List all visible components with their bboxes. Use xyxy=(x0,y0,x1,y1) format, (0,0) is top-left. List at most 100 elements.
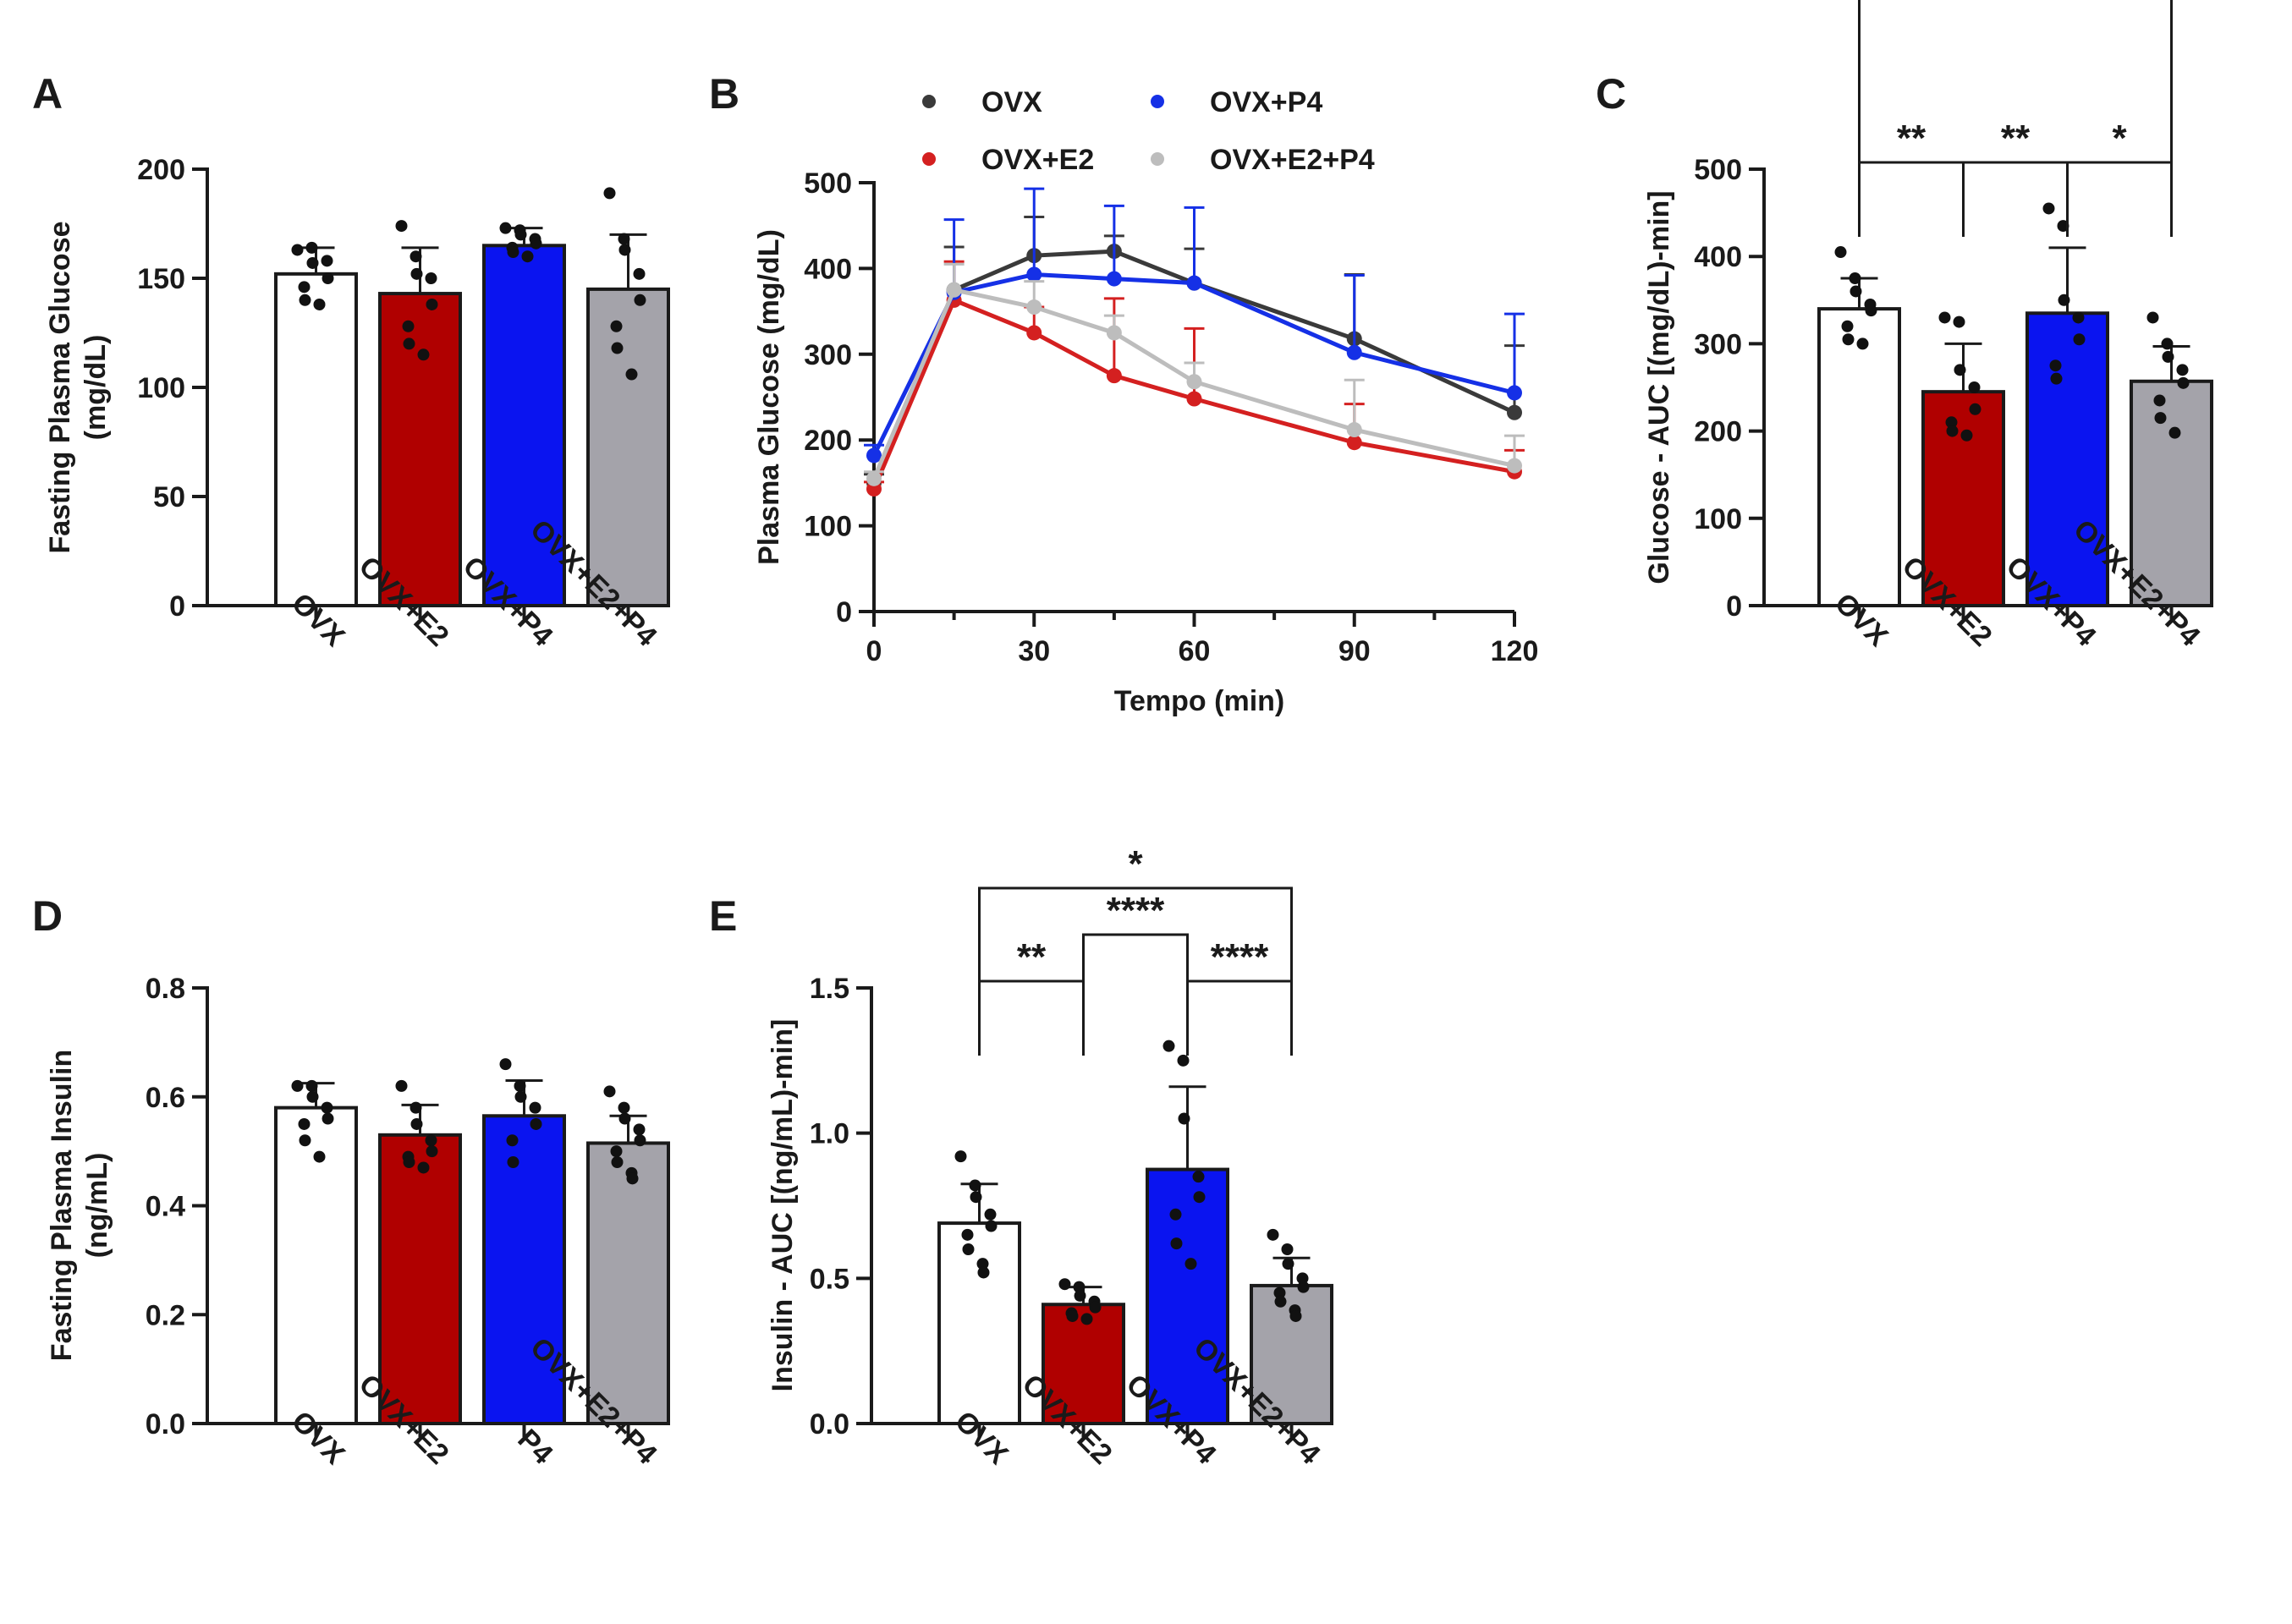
data-point xyxy=(402,320,415,332)
data-point xyxy=(1184,1258,1197,1270)
data-point xyxy=(395,1079,408,1092)
data-point xyxy=(962,1243,975,1255)
data-point xyxy=(1281,1243,1294,1255)
data-point xyxy=(1296,1272,1309,1285)
data-point xyxy=(1954,364,1966,376)
y-tick-label: 0 xyxy=(1726,590,1742,623)
data-point xyxy=(610,320,623,332)
legend-label: OVX xyxy=(981,86,1042,118)
series-point xyxy=(1026,299,1042,315)
data-point xyxy=(1169,1208,1182,1221)
data-point xyxy=(1282,1258,1294,1270)
y-tick-label: 400 xyxy=(804,253,852,285)
data-point xyxy=(1267,1228,1279,1241)
data-point xyxy=(313,1150,326,1163)
data-point xyxy=(425,272,437,284)
significance-label: ** xyxy=(2001,118,2031,159)
data-point xyxy=(322,1112,334,1125)
series-point xyxy=(1346,422,1362,438)
y-tick-label: 200 xyxy=(804,425,852,457)
significance-label: * xyxy=(2112,118,2127,159)
data-point xyxy=(970,1191,982,1204)
data-point xyxy=(611,342,624,354)
data-point xyxy=(2072,311,2085,324)
data-point xyxy=(1193,1191,1206,1204)
data-point xyxy=(299,1134,311,1147)
bar-p4 xyxy=(482,1114,566,1425)
data-point xyxy=(625,368,638,381)
data-point xyxy=(321,1101,333,1114)
y-tick-label: 200 xyxy=(1694,416,1742,448)
data-point xyxy=(1177,1054,1190,1067)
panel-b-glucose-tolerance-line-chart: B OVX OVX+E2 OVX+P4 OVX+E2+P4 Plasma Glucose … xyxy=(709,70,1538,717)
data-point xyxy=(611,1156,624,1168)
data-point xyxy=(1946,425,1959,437)
legend-marker xyxy=(922,95,936,108)
x-tick-label: 0 xyxy=(866,635,882,667)
data-point xyxy=(426,298,438,310)
data-point xyxy=(299,294,311,306)
data-point xyxy=(1938,311,1951,324)
data-point xyxy=(306,256,319,269)
panel-a-fasting-glucose-bar-chart: A Fasting Plasma Glucose (mg/dL) 0 50 100 150 2… xyxy=(32,70,670,653)
data-point xyxy=(1849,272,1861,284)
series-point xyxy=(1186,374,1202,390)
y-tick-label: 0.0 xyxy=(146,1408,185,1440)
legend-label: OVX+P4 xyxy=(1210,86,1322,118)
data-point xyxy=(305,241,318,254)
data-point xyxy=(1192,1171,1205,1183)
series-point xyxy=(1507,404,1522,420)
significance-label: **** xyxy=(1107,890,1165,931)
data-point xyxy=(1170,1237,1183,1250)
legend-marker xyxy=(1151,152,1164,166)
data-point xyxy=(305,1079,318,1092)
data-point xyxy=(1856,337,1869,350)
y-tick-label: 400 xyxy=(1694,241,1742,273)
data-point xyxy=(1273,1287,1286,1299)
data-point xyxy=(1953,315,1965,328)
series-point xyxy=(1026,266,1042,283)
data-point xyxy=(1969,403,1981,415)
data-point xyxy=(514,1079,526,1092)
panel-d-fasting-insulin-bar-chart: D Fasting Plasma Insulin (ng/mL) 0.0 0.2 0.4 0… xyxy=(32,892,670,1471)
data-point xyxy=(521,250,534,263)
data-point xyxy=(298,1117,311,1130)
data-point xyxy=(2049,359,2062,372)
bar-ovx-e2-p4 xyxy=(2130,379,2213,607)
x-tick-label: 90 xyxy=(1338,635,1371,667)
data-point xyxy=(291,244,304,256)
data-point xyxy=(2168,426,2181,439)
significance-bracket xyxy=(978,886,1293,1056)
data-point xyxy=(1178,1112,1190,1125)
series-point xyxy=(1346,435,1362,451)
bar-ovx-e2 xyxy=(378,292,462,607)
series-point xyxy=(1186,391,1202,407)
data-point xyxy=(403,1156,415,1168)
data-point xyxy=(1162,1040,1175,1052)
panel-label: D xyxy=(32,892,63,940)
bar-ovx xyxy=(937,1221,1021,1425)
data-point xyxy=(1865,304,1877,317)
panel-label: B xyxy=(709,70,739,118)
y-axis-title-line: Fasting Plasma Insulin xyxy=(46,1050,78,1361)
data-point xyxy=(2146,311,2159,324)
data-point xyxy=(426,1145,438,1158)
data-point xyxy=(2176,364,2189,376)
y-tick-label: 0.0 xyxy=(810,1408,849,1440)
data-point xyxy=(1074,1289,1086,1302)
significance-bracket xyxy=(978,979,1085,1056)
data-point xyxy=(969,1179,981,1192)
y-axis-title-line: (ng/mL) xyxy=(81,1153,113,1259)
data-point xyxy=(2154,412,2167,425)
x-tick-label: 120 xyxy=(1491,635,1539,667)
data-point xyxy=(403,337,415,350)
bar-ovx-p4 xyxy=(1146,1167,1229,1426)
data-point xyxy=(2042,202,2055,215)
data-point xyxy=(409,1101,422,1114)
data-point xyxy=(954,1150,967,1163)
data-point xyxy=(984,1208,997,1221)
significance-bracket xyxy=(1858,0,2173,237)
legend-label: OVX+E2 xyxy=(981,144,1094,176)
data-point xyxy=(514,1090,527,1103)
legend-marker xyxy=(1151,95,1164,108)
